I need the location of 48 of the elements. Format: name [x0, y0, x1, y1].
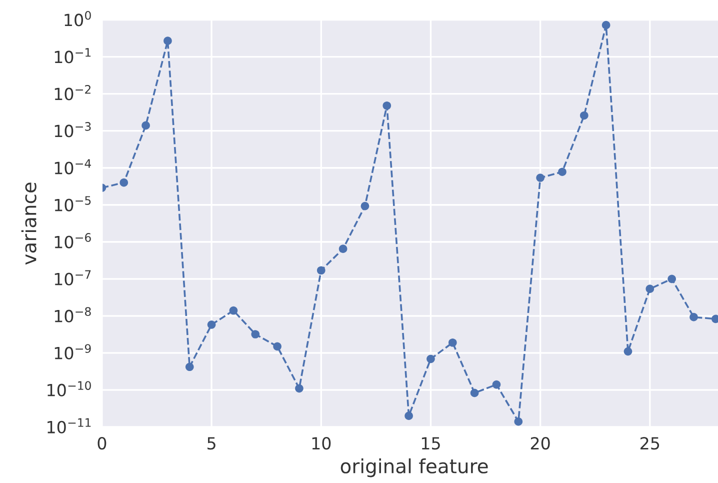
- point: [602, 20, 610, 30]
- y-tick-label: 10$^{−1}$: [54, 48, 91, 64]
- point: [185, 362, 194, 372]
- point: [338, 244, 348, 253]
- point: [316, 266, 326, 275]
- point: [690, 312, 698, 322]
- y-tick-label: 10$^{0}$: [64, 10, 91, 26]
- point: [624, 347, 632, 356]
- y-tick-label: 10$^{−7}$: [54, 270, 91, 286]
- point: [536, 174, 544, 182]
- point: [360, 202, 370, 210]
- y-tick-label: 10$^{−5}$: [54, 196, 91, 212]
- point: [580, 111, 588, 120]
- point: [229, 306, 238, 315]
- point: [273, 342, 282, 351]
- y-axis-title: variance: [21, 182, 36, 265]
- x-tick-label: 5: [208, 437, 216, 450]
- x-tick-label: 25: [640, 436, 660, 450]
- point: [120, 178, 128, 187]
- y-tick-label: 10$^{−6}$: [54, 233, 91, 248]
- point: [668, 274, 676, 284]
- y-tick-label: 10$^{−10}$: [48, 381, 91, 396]
- y-tick-label: 10$^{−4}$: [54, 159, 91, 174]
- point: [382, 101, 392, 110]
- point: [404, 412, 413, 420]
- point: [558, 168, 566, 176]
- point: [646, 284, 654, 293]
- y-tick-label: 10$^{−11}$: [48, 418, 91, 434]
- y-tick-label: 10$^{−8}$: [54, 307, 91, 322]
- point: [470, 388, 479, 398]
- point: [207, 320, 216, 329]
- point: [448, 338, 457, 347]
- line-series: [102, 20, 718, 426]
- point: [492, 380, 501, 389]
- point: [295, 384, 304, 393]
- point: [514, 417, 523, 426]
- x-tick-label: 15: [422, 437, 440, 450]
- point: [164, 36, 172, 46]
- y-tick-label: 10$^{−2}$: [54, 85, 90, 100]
- point: [426, 354, 435, 364]
- point: [251, 330, 260, 338]
- x-tick-label: 10: [312, 436, 331, 450]
- y-tick-label: 10$^{−9}$: [54, 344, 91, 360]
- y-tick-label: 10$^{−3}$: [54, 122, 91, 138]
- x-tick-label: 20: [530, 436, 550, 450]
- x-tick-label: 0: [98, 436, 106, 450]
- point: [142, 121, 150, 130]
- x-axis-title: original feature: [340, 458, 488, 478]
